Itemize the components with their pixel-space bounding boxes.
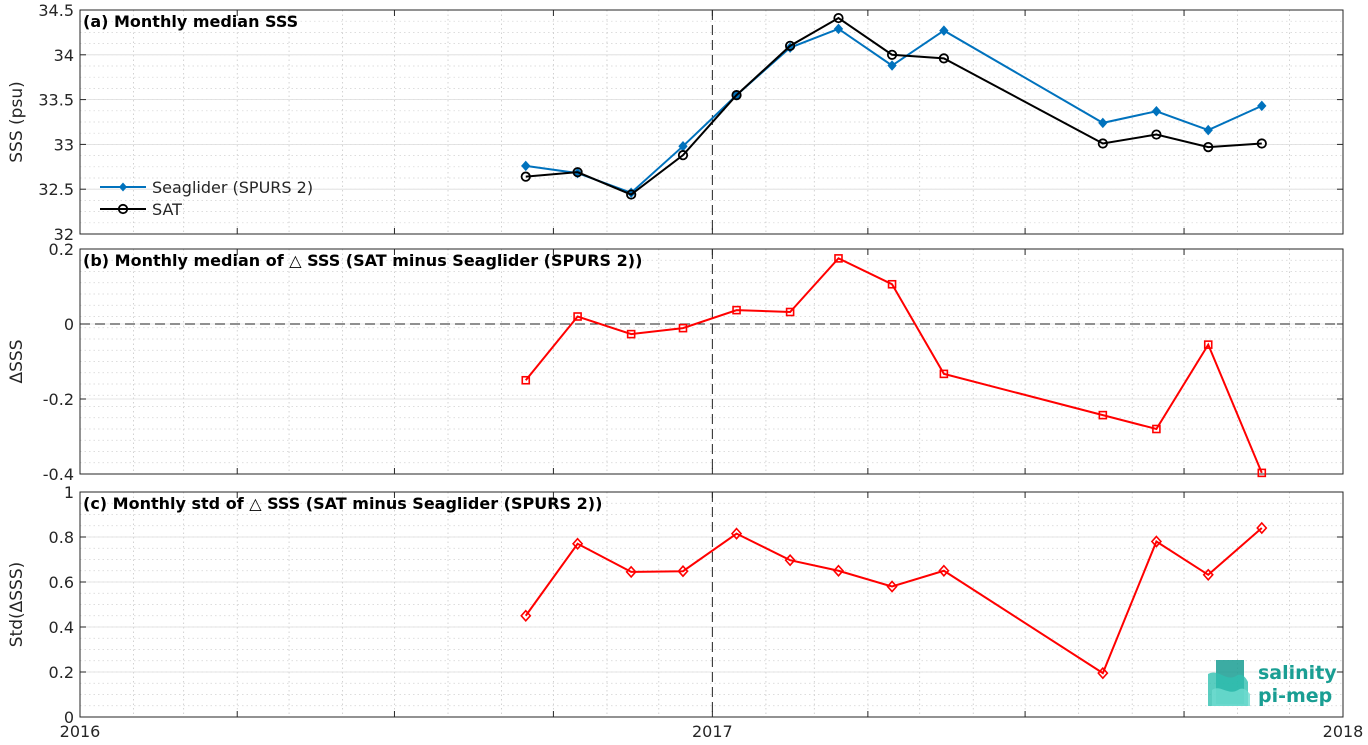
data-point: [521, 375, 531, 385]
data-point: [785, 40, 796, 51]
data-point: [834, 254, 843, 263]
x-tick-label: 2017: [692, 722, 733, 741]
data-point: [572, 537, 584, 550]
data-point: [1152, 424, 1161, 434]
data-point: [887, 60, 897, 71]
legend-marker: [117, 203, 129, 215]
data-point: [678, 323, 688, 333]
panel-title: (a) Monthly median SSS: [83, 12, 298, 31]
y-tick-label: 0.6: [49, 573, 74, 592]
data-point: [938, 564, 950, 577]
data-point: [520, 171, 531, 182]
y-tick-label: 34: [54, 46, 74, 65]
data-point: [730, 527, 743, 540]
legend: Seaglider (SPURS 2) SAT: [100, 178, 313, 219]
data-point: [677, 565, 689, 578]
data-point: [1151, 129, 1162, 140]
data-point: [626, 189, 637, 200]
y-tick-label: 0.2: [49, 663, 74, 682]
data-point: [939, 369, 949, 379]
series-line: [525, 16, 1262, 196]
salinity-pi-mep-logo: salinity pi-mep: [1208, 660, 1337, 707]
data-point: [833, 12, 844, 24]
y-tick-label: 32.5: [38, 180, 74, 199]
data-point: [1203, 124, 1213, 136]
data-point: [887, 279, 897, 289]
y-tick-label: 0.2: [49, 240, 74, 259]
data-point: [1256, 138, 1267, 149]
y-axis-label: SSS (psu): [7, 81, 27, 162]
data-point: [572, 167, 583, 178]
legend-label: SAT: [152, 200, 182, 219]
x-tick-label: 2018: [1323, 722, 1364, 741]
y-axis-label: Std(ΔSSS): [7, 562, 27, 648]
data-point: [1098, 410, 1108, 420]
y-tick-label: 33: [54, 135, 74, 154]
legend-label: Seaglider (SPURS 2): [152, 178, 313, 197]
data-point: [625, 565, 637, 579]
series-line: [524, 527, 1263, 675]
x-tick-label: 2016: [60, 722, 101, 741]
data-point: [785, 307, 795, 317]
data-point: [832, 564, 845, 577]
data-point: [886, 49, 898, 60]
data-point: [1257, 100, 1267, 112]
panel-b: -0.4 -0.2 0 0.2 ΔSSS (b) Monthly median of △ …: [7, 240, 1344, 484]
y-tick-label: 32: [54, 225, 74, 244]
data-point: [938, 53, 949, 64]
y-tick-label: -0.2: [43, 390, 74, 409]
data-point: [886, 580, 898, 593]
data-point: [1097, 138, 1108, 149]
legend-marker: [119, 182, 127, 192]
data-point: [1150, 535, 1162, 548]
axes-box: [79, 248, 1344, 475]
data-point: [731, 90, 742, 101]
y-axis-label: ΔSSS: [7, 339, 27, 383]
y-tick-label: 33.5: [38, 91, 74, 110]
data-point: [573, 312, 582, 321]
logo-line2: pi-mep: [1258, 685, 1332, 707]
data-point: [784, 553, 796, 567]
data-point: [1203, 141, 1214, 153]
data-point: [677, 150, 689, 161]
panel-title: (c) Monthly std of △ SSS (SAT minus Seag…: [83, 494, 602, 513]
data-point: [732, 305, 741, 315]
data-point: [1257, 468, 1267, 478]
y-tick-label: 0.8: [49, 528, 74, 547]
series-line: [524, 257, 1263, 474]
logo-line1: salinity: [1258, 662, 1337, 684]
data-point: [626, 329, 636, 339]
y-tick-label: 0: [64, 708, 74, 727]
data-point: [521, 160, 531, 172]
data-point: [1097, 666, 1109, 680]
axes-box: [79, 9, 1344, 235]
data-point: [939, 25, 949, 36]
y-tick-label: -0.4: [43, 465, 74, 484]
y-tick-label: 1: [64, 483, 74, 502]
panel-a: 32 32.5 33 33.5 34 34.5 SSS (psu) (a) Monthly m…: [7, 1, 1344, 244]
y-tick-label: 34.5: [38, 1, 74, 20]
y-tick-label: 0: [64, 315, 74, 334]
y-tick-label: 0.4: [49, 618, 74, 637]
axes-box: [79, 491, 1344, 718]
data-point: [1151, 105, 1162, 117]
data-point: [520, 609, 532, 622]
data-point: [1098, 117, 1108, 129]
panel-c: 0 0.2 0.4 0.6 0.8 1 2016 2017 2018 Std(ΔSSS) (c) M…: [7, 483, 1363, 741]
panel-title: (b) Monthly median of △ SSS (SAT minus S…: [83, 251, 642, 270]
data-point: [1202, 568, 1214, 581]
data-point: [833, 23, 844, 35]
data-point: [1256, 521, 1268, 535]
data-point: [1203, 340, 1213, 349]
